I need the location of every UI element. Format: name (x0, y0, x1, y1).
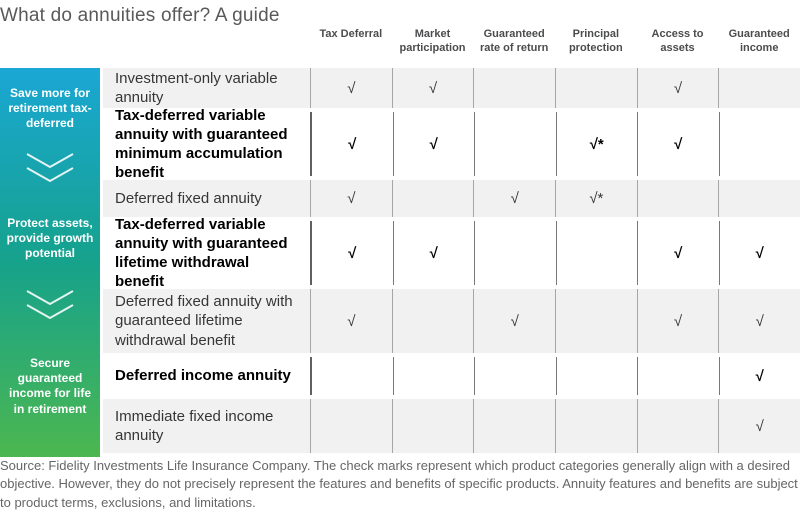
check-cell: √ (637, 221, 719, 285)
check-cell: √* (555, 112, 638, 176)
check-cell (391, 180, 474, 217)
check-cell (391, 289, 474, 353)
objective-secure-income: Secure guaranteed income for life in ret… (8, 356, 91, 416)
check-cell (555, 289, 637, 353)
objectives-sidebar: Save more for retirement tax-deferred Pr… (0, 68, 100, 457)
check-cell: √ (392, 221, 475, 285)
table-row-deferred-fixed-annuity: Deferred fixed annuity √ √ √* (103, 180, 800, 217)
product-label: Immediate fixed income annuity (115, 407, 274, 444)
check-cell (474, 221, 556, 285)
product-label: Deferred income annuity (115, 367, 291, 385)
check-cell: √ (718, 357, 800, 395)
check-cell: √ (310, 289, 392, 353)
check-cell: √ (392, 112, 475, 176)
table-row-tax-deferred-variable-annuity-glwb: Tax-deferred variable annuity with guara… (103, 215, 800, 291)
objective-save-more: Save more for retirement tax-deferred (8, 86, 92, 131)
column-header-guaranteed-rate-of-return: Guaranteed rate of return (479, 28, 549, 54)
check-cell (555, 399, 637, 453)
check-cell: √ (718, 221, 800, 285)
comparison-table: Save more for retirement tax-deferred Pr… (0, 68, 800, 457)
check-cell: √ (636, 68, 719, 108)
table-row-immediate-fixed-income-annuity: Immediate fixed income annuity √ (103, 399, 800, 453)
check-cell (474, 112, 556, 176)
product-label: Tax-deferred variable annuity with guara… (115, 106, 288, 182)
check-cell (310, 357, 393, 395)
check-cell (555, 221, 638, 285)
column-header-tax-deferral: Tax Deferral (319, 28, 383, 40)
column-headers: Tax Deferral Market participation Guaran… (310, 28, 800, 56)
check-cell (718, 180, 800, 217)
check-cell: √ (473, 289, 555, 353)
check-cell (555, 68, 637, 108)
check-cell: √* (555, 180, 637, 217)
check-cell (555, 357, 638, 395)
check-cell: √ (473, 180, 555, 217)
product-label: Deferred fixed annuity with guaranteed l… (115, 293, 293, 349)
table-row-deferred-fixed-annuity-glwb: Deferred fixed annuity with guaranteed l… (103, 289, 800, 353)
objective-protect-assets: Protect assets, provide growth potential (6, 216, 94, 261)
check-cell (391, 399, 474, 453)
source-disclaimer-text: Source: Fidelity Investments Life Insura… (0, 458, 798, 510)
check-cell (636, 180, 719, 217)
product-rows: Investment-only variable annuity √ √ √ T… (103, 68, 800, 457)
check-cell: √ (718, 289, 800, 353)
table-row-deferred-income-annuity: Deferred income annuity √ (103, 357, 800, 395)
check-cell (392, 357, 475, 395)
check-cell: √ (310, 68, 392, 108)
check-cell (637, 357, 719, 395)
check-cell: √ (637, 112, 719, 176)
check-cell (473, 68, 555, 108)
column-header-guaranteed-income: Guaranteed income (728, 28, 790, 54)
check-cell: √ (310, 221, 393, 285)
check-cell: √ (391, 68, 474, 108)
check-cell (718, 112, 800, 176)
product-label: Investment-only variable annuity (115, 69, 278, 106)
check-cell (718, 68, 800, 108)
column-header-principal-protection: Principal protection (568, 28, 623, 54)
product-label: Tax-deferred variable annuity with guara… (115, 215, 288, 291)
check-cell: √ (636, 289, 719, 353)
check-cell: √ (310, 112, 393, 176)
check-cell: √ (718, 399, 800, 453)
check-cell (473, 399, 555, 453)
product-label: Deferred fixed annuity (115, 189, 262, 207)
check-cell (310, 399, 392, 453)
check-cell (636, 399, 719, 453)
table-row-tax-deferred-variable-annuity-gmab: Tax-deferred variable annuity with guara… (103, 106, 800, 182)
table-row-investment-only-variable-annuity: Investment-only variable annuity √ √ √ (103, 68, 800, 108)
double-chevron-down-icon (22, 152, 78, 189)
column-header-access-to-assets: Access to assets (651, 28, 704, 54)
double-chevron-down-icon (22, 289, 78, 326)
check-cell: √ (310, 180, 392, 217)
check-cell (474, 357, 556, 395)
column-header-market-participation: Market participation (399, 28, 466, 54)
page-title: What do annuities offer? A guide (0, 5, 280, 26)
